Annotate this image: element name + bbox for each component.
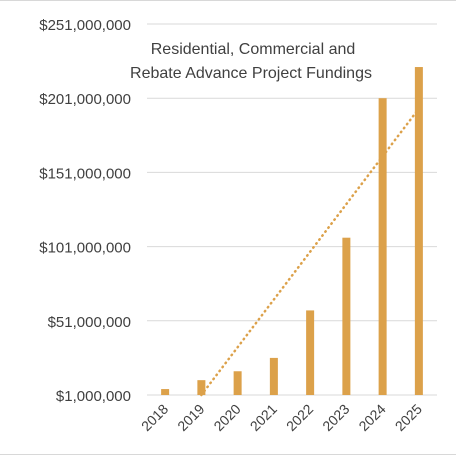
bar-2024: [378, 98, 387, 395]
y-tick-label: $251,000,000: [39, 17, 131, 34]
y-tick-label: $151,000,000: [39, 165, 131, 182]
trendline: [200, 107, 421, 397]
bar-2022: [306, 310, 315, 395]
top-border-line: [0, 0, 456, 1]
x-tick-label: 2024: [355, 401, 388, 434]
y-tick-label: $51,000,000: [48, 314, 131, 331]
trendline-line: [200, 107, 421, 397]
y-tick-label: $201,000,000: [39, 91, 131, 108]
x-tick-label: 2023: [319, 401, 352, 434]
bar-2018: [161, 389, 170, 395]
bars: [161, 67, 423, 395]
chart-title-line-1: Residential, Commercial and: [151, 41, 356, 58]
x-tick-label: 2025: [392, 401, 425, 434]
bar-2019: [197, 380, 206, 395]
y-tick-label: $1,000,000: [56, 388, 131, 405]
x-tick-label: 2022: [283, 401, 316, 434]
bar-2021: [269, 357, 278, 395]
chart-title-line-2: Rebate Advance Project Fundings: [130, 65, 372, 82]
x-tick-label: 2018: [138, 401, 171, 434]
x-tick-label: 2021: [247, 401, 280, 434]
gridlines: [147, 23, 437, 396]
bar-2025: [414, 67, 423, 395]
y-tick-label: $101,000,000: [39, 240, 131, 257]
x-tick-label: 2019: [174, 401, 207, 434]
y-axis-tick-labels: $1,000,000 $51,000,000 $101,000,000 $151,00…: [39, 17, 131, 405]
x-tick-label: 2020: [210, 401, 243, 434]
x-axis-tick-labels: 2018 2019 2020 2021 2022 2023 2024 2025: [138, 401, 425, 434]
bar-2020: [233, 371, 242, 395]
bar-2023: [342, 237, 351, 395]
